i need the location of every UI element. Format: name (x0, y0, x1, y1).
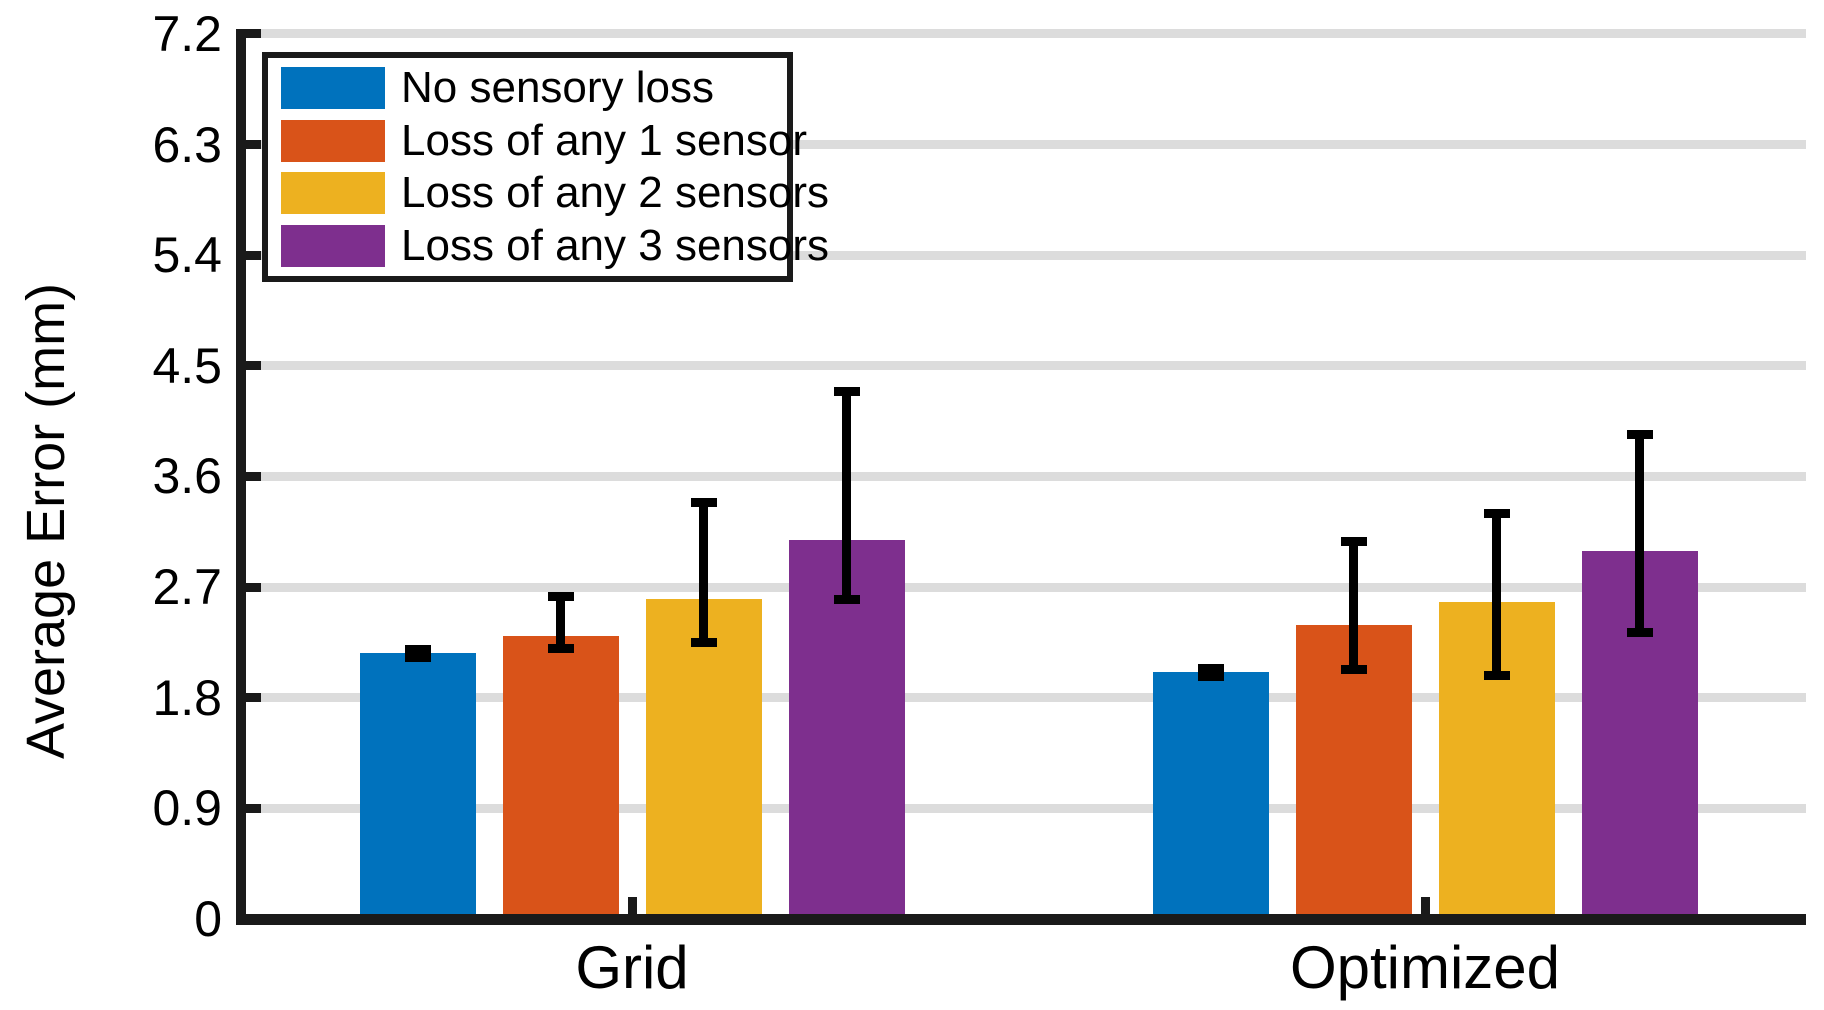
y-tick-label-1.8: 1.8 (152, 669, 222, 726)
y-tick-label-7.2: 7.2 (152, 5, 222, 62)
x-axis-spine (236, 914, 1806, 925)
legend-item: Loss of any 3 sensors (281, 223, 829, 268)
error-bar-cap (547, 644, 574, 654)
error-bar-line (1349, 541, 1358, 670)
gridline-y-3.6 (246, 471, 1806, 481)
y-tick-2.7 (246, 582, 261, 592)
error-bar-cap (1197, 672, 1224, 682)
error-bar-cap (1483, 671, 1510, 681)
error-bar-cap (1483, 508, 1510, 518)
error-bar-cap (1340, 664, 1367, 674)
error-bar-cap (404, 645, 431, 655)
y-tick-6.3 (246, 140, 261, 150)
y-tick-4.5 (246, 361, 261, 371)
gridline-y-2.7 (246, 582, 1806, 592)
gridline-y-5.4 (246, 250, 1806, 260)
gridline-y-4.5 (246, 361, 1806, 371)
error-bar-cap (1626, 430, 1653, 440)
legend: No sensory loss Loss of any 1 sensor Los… (262, 52, 829, 282)
gridline-y-1.8 (246, 693, 1806, 703)
error-bar-line (1492, 513, 1501, 676)
legend-label: Loss of any 1 sensor (401, 115, 808, 165)
y-tick-0.9 (246, 803, 261, 813)
y-tick-1.8 (246, 693, 261, 703)
bar-optimized-series-0 (1152, 671, 1269, 914)
x-tick-optimized (1420, 897, 1430, 914)
y-tick-label-4.5: 4.5 (152, 337, 222, 394)
y-tick-3.6 (246, 471, 261, 481)
error-bar-cap (833, 387, 860, 397)
y-axis-spine (236, 29, 246, 924)
y-tick-label-2.7: 2.7 (152, 559, 222, 616)
error-bar-cap (1340, 537, 1367, 547)
y-tick-0 (246, 914, 261, 924)
error-bar-line (842, 391, 851, 600)
gridline-y-7.2 (246, 29, 1806, 39)
y-tick-label-3.6: 3.6 (152, 448, 222, 505)
x-category-label-optimized: Optimized (1289, 934, 1561, 1001)
error-bar-line (699, 502, 708, 643)
x-category-label-grid: Grid (575, 934, 689, 1001)
y-tick-label-0.9: 0.9 (152, 780, 222, 837)
y-tick-label-0: 0 (194, 891, 222, 947)
y-tick-7.2 (246, 29, 261, 39)
error-bar-cap (690, 497, 717, 507)
legend-label: No sensory loss (401, 63, 715, 113)
error-bar-cap (690, 637, 717, 647)
legend-swatch-loss-3 (281, 224, 385, 267)
y-tick-label-5.4: 5.4 (152, 227, 222, 284)
error-bar-line (1635, 434, 1644, 633)
legend-swatch-no-loss (281, 67, 385, 110)
error-bar-line (556, 596, 565, 649)
error-bar-cap (833, 594, 860, 604)
gridline-y-0.9 (246, 803, 1806, 813)
legend-label: Loss of any 2 sensors (401, 168, 830, 218)
legend-item: No sensory loss (281, 66, 787, 110)
bar-grid-series-2 (645, 599, 762, 914)
legend-item: Loss of any 1 sensor (281, 118, 807, 163)
error-bar-cap (547, 592, 574, 602)
error-bar-cap (1626, 628, 1653, 638)
bar-grid-series-0 (359, 653, 476, 914)
error-bar-cap (404, 652, 431, 662)
legend-swatch-loss-1 (281, 119, 385, 162)
gridline-y-6.3 (246, 140, 1806, 150)
y-tick-label-6.3: 6.3 (152, 116, 222, 173)
error-bar-cap (1197, 663, 1224, 673)
legend-swatch-loss-2 (281, 172, 385, 215)
legend-item: Loss of any 2 sensors (281, 171, 829, 215)
legend-label: Loss of any 3 sensors (401, 220, 830, 270)
x-tick-grid (627, 897, 637, 914)
bar-grid-series-1 (502, 636, 619, 914)
y-tick-5.4 (246, 250, 261, 260)
